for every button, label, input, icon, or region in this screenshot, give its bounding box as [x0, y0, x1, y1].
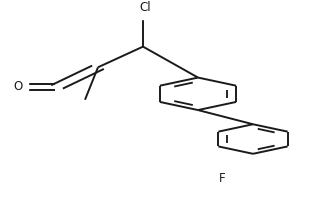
Text: Cl: Cl	[139, 1, 151, 14]
Text: F: F	[219, 172, 225, 185]
Text: O: O	[13, 80, 23, 93]
